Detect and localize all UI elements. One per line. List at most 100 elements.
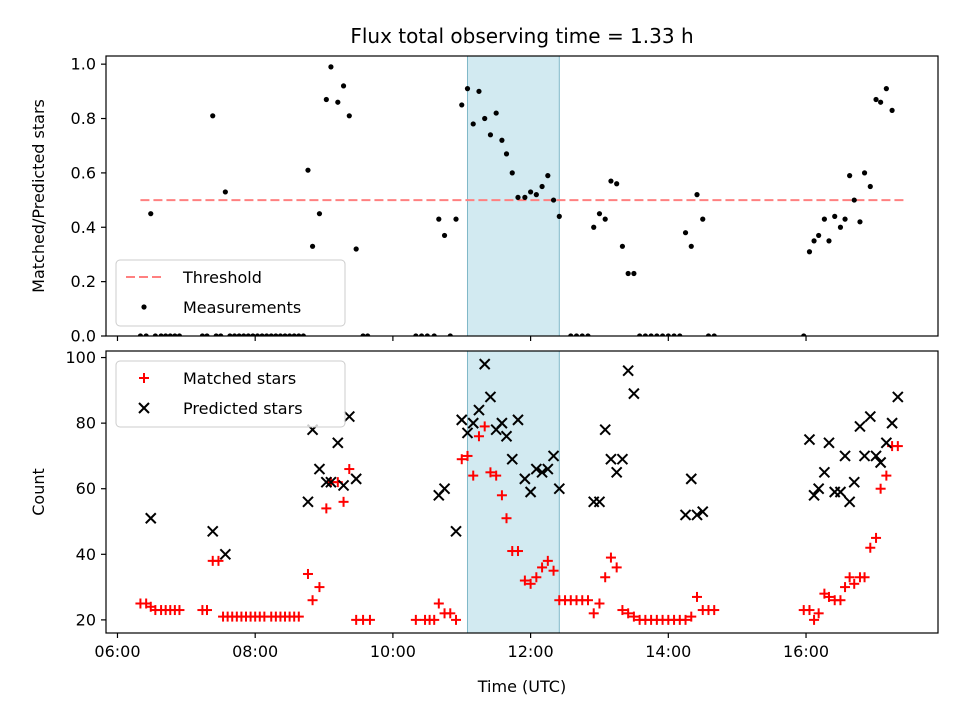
data-point	[848, 476, 860, 488]
data-point	[851, 197, 857, 203]
data-point	[300, 333, 306, 336]
data-point	[605, 552, 616, 563]
data-point	[500, 430, 513, 442]
data-point	[648, 333, 654, 336]
y-tick-label: 0.4	[71, 218, 96, 237]
data-point	[871, 532, 882, 543]
x-stroke-b	[450, 525, 462, 538]
data-point	[441, 232, 448, 239]
legend-box	[115, 360, 346, 428]
data-point	[688, 243, 694, 249]
data-point	[637, 333, 643, 336]
data-point	[545, 173, 551, 179]
data-point	[364, 614, 375, 625]
data-point	[892, 441, 903, 452]
data-point	[519, 473, 531, 485]
data-point	[694, 192, 700, 198]
data-point	[886, 417, 898, 429]
data-point	[847, 173, 853, 179]
data-point	[682, 230, 689, 236]
data-point	[548, 565, 559, 576]
x-stroke-b	[697, 505, 709, 518]
series-matched-stars	[135, 421, 903, 625]
chart-title: Flux total observing time = 1.33 h	[350, 24, 693, 48]
data-point	[596, 211, 603, 217]
data-point	[610, 466, 623, 479]
x-stroke-b	[467, 417, 479, 429]
data-point	[530, 463, 543, 475]
axes-frame	[105, 55, 939, 337]
x-stroke-b	[343, 410, 355, 423]
x-tick-label: 12:00	[508, 642, 554, 661]
axes-frame	[105, 350, 939, 634]
y-tick-label: 80	[76, 414, 96, 433]
x-tick-label: 06:00	[94, 642, 140, 661]
x-stroke-b	[536, 466, 548, 479]
x-stroke-b	[854, 420, 866, 433]
data-point	[811, 238, 817, 244]
data-point	[579, 333, 585, 336]
data-point	[353, 246, 359, 252]
y-tick-label: 20	[76, 610, 96, 629]
data-point	[697, 505, 709, 518]
data-point	[250, 333, 256, 336]
data-point	[424, 333, 430, 336]
data-point	[553, 483, 566, 495]
data-point	[801, 333, 807, 336]
data-point	[213, 555, 224, 566]
data-point	[834, 486, 847, 498]
x-stroke-b	[547, 450, 560, 462]
data-point	[438, 483, 451, 495]
data-point	[614, 181, 620, 187]
legend-box	[115, 259, 346, 327]
x-stroke-b	[880, 437, 893, 449]
data-point	[337, 479, 350, 492]
x-stroke-b	[803, 433, 816, 446]
data-point	[542, 463, 554, 475]
data-point	[686, 611, 697, 622]
x-stroke-b	[484, 391, 497, 403]
x-stroke-b	[848, 476, 860, 488]
x-stroke-b	[320, 476, 333, 488]
data-point	[605, 453, 617, 465]
x-stroke-b	[438, 483, 451, 495]
data-point	[227, 333, 233, 336]
plot-area	[135, 358, 904, 625]
data-point	[803, 433, 816, 446]
data-point	[340, 83, 347, 89]
legend-label: Predicted stars	[183, 399, 303, 418]
data-point	[291, 333, 297, 336]
data-point	[499, 137, 505, 143]
data-point	[582, 595, 593, 606]
x-stroke-b	[622, 364, 634, 377]
data-point	[628, 387, 640, 400]
x-tick-label: 14:00	[645, 642, 691, 661]
data-point	[519, 575, 530, 586]
data-point	[874, 456, 887, 469]
data-point	[631, 270, 637, 277]
x-axis-label: Time (UTC)	[477, 677, 566, 696]
data-point	[473, 404, 485, 416]
bottom-panel: 20 40 60 80 100 06:00 08:00 10:00 12:00 14:00 16:0…	[29, 348, 939, 696]
data-point	[709, 605, 720, 616]
x-stroke-b	[519, 473, 531, 485]
y-tick-label: 60	[76, 479, 96, 498]
data-point	[522, 194, 528, 200]
data-point	[459, 102, 465, 108]
x-stroke-b	[325, 476, 337, 488]
data-point	[350, 473, 362, 485]
data-point	[611, 562, 622, 573]
data-point	[839, 450, 851, 462]
data-point	[813, 608, 824, 619]
x-stroke-b	[461, 427, 474, 439]
data-point	[623, 608, 634, 619]
data-point	[307, 595, 318, 606]
data-point	[493, 110, 499, 116]
x-stroke-b	[478, 358, 491, 370]
data-point	[821, 216, 827, 222]
data-point	[858, 450, 871, 462]
data-point	[677, 333, 683, 336]
data-point	[881, 470, 892, 481]
data-point	[832, 213, 838, 219]
x-stroke-b	[679, 509, 692, 521]
